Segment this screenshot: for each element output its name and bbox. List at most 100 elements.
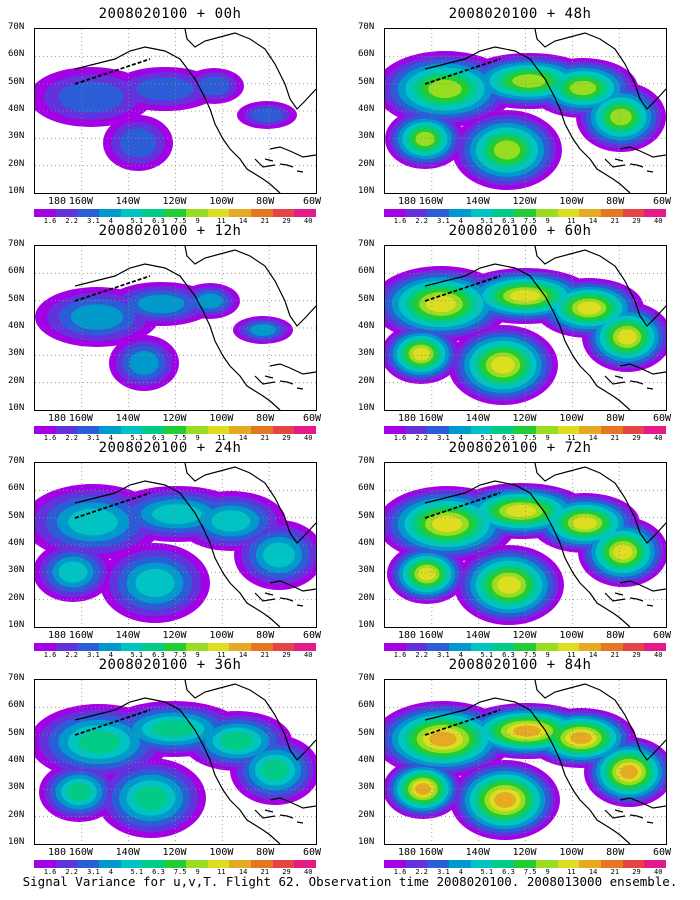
colorbar-label: 7.5 [523, 434, 537, 442]
forecast-panel: 2008020100 + 00h 70N 60N 50N 40N 30N 20N 10N 180… [0, 6, 340, 225]
variance-map [34, 679, 317, 845]
latitude-label: 40N [8, 321, 25, 331]
latitude-label: 60N [358, 483, 375, 494]
colorbar-label: 3.1 [87, 217, 100, 225]
colorbar [384, 860, 666, 868]
longitude-label: 180 [48, 847, 67, 858]
longitude-label: 60W [653, 847, 672, 858]
latitude-label: 10N [358, 403, 375, 413]
latitude-label: 70N [358, 673, 375, 683]
latitude-label: 20N [358, 592, 375, 603]
colorbar-swatch [142, 209, 165, 217]
variance-map [34, 28, 317, 194]
colorbar-label: 14 [588, 434, 598, 442]
colorbar-label: 2.2 [415, 434, 429, 442]
coastline [74, 29, 316, 193]
colorbar-swatch [164, 426, 186, 434]
latitude-label: 30N [8, 348, 25, 359]
colorbar-swatch [470, 426, 493, 434]
colorbar-label: 7.5 [523, 868, 537, 876]
colorbar-swatch [427, 643, 450, 651]
variance-contour [251, 107, 283, 123]
colorbar-label: 7.5 [523, 651, 537, 659]
forecast-panel: 2008020100 + 72h 70N 60N 50N 40N 30N 20N 10N 180… [350, 440, 690, 659]
colorbar-label: 11 [567, 434, 576, 442]
colorbar-swatch [405, 209, 428, 217]
latitude-label: 30N [8, 782, 25, 793]
colorbar-swatch [55, 426, 78, 434]
longitude-label: 80W [256, 847, 275, 858]
longitude-label: 120W [162, 630, 187, 641]
variance-map [384, 679, 667, 845]
longitude-label: 100W [209, 847, 234, 858]
colorbar-swatch [272, 426, 295, 434]
colorbar-swatch [185, 209, 208, 217]
longitude-label: 80W [606, 847, 625, 858]
longitude-label: 60W [303, 847, 322, 858]
colorbar-label: 5.1 [480, 651, 494, 659]
latitude-label: 40N [358, 104, 375, 114]
longitude-label: 140W [465, 847, 490, 858]
colorbar-label: 29 [282, 434, 291, 442]
longitude-label: 180 [398, 847, 417, 858]
longitude-label: 80W [256, 630, 275, 641]
longitude-label: 180 [398, 413, 417, 424]
colorbar-swatch [405, 860, 428, 868]
colorbar-label: 7.5 [173, 434, 187, 442]
panel-title: 2008020100 + 36h [98, 657, 242, 673]
figure-caption: Signal Variance for u,v,T. Flight 62. Ob… [22, 874, 678, 889]
longitude-label: 60W [303, 413, 322, 424]
colorbar-label: 14 [588, 868, 598, 876]
variance-contour [617, 329, 637, 345]
colorbar-swatch [427, 209, 450, 217]
colorbar-swatch [557, 860, 580, 868]
colorbar-swatch [142, 426, 165, 434]
colorbar-swatch [34, 860, 56, 868]
panel-title: 2008020100 + 72h [448, 440, 592, 456]
colorbar-label: 2.2 [415, 651, 429, 659]
variance-contour [70, 304, 124, 330]
colorbar-swatch [55, 860, 78, 868]
colorbar-swatch [557, 209, 580, 217]
colorbar-label: 14 [238, 651, 248, 659]
colorbar-label: 11 [217, 868, 226, 876]
colorbar-swatch [250, 643, 273, 651]
colorbar-label: 9 [195, 217, 200, 225]
colorbar-swatch [384, 209, 406, 217]
colorbar-swatch [99, 209, 121, 217]
colorbar-swatch [600, 860, 623, 868]
colorbar-swatch [77, 643, 100, 651]
colorbar-swatch [557, 643, 580, 651]
caribbean-islands [264, 809, 304, 824]
variance-contour [497, 576, 521, 594]
colorbar-label: 5.1 [480, 217, 494, 225]
latitude-label: 50N [8, 727, 25, 738]
variance-contour [431, 515, 463, 533]
colorbar-swatch [470, 209, 493, 217]
variance-contour [491, 356, 515, 374]
latitude-label: 10N [8, 186, 25, 196]
colorbar-label: 3.1 [437, 651, 450, 659]
colorbar-label: 4 [458, 651, 463, 659]
colorbar-swatch [294, 860, 316, 868]
variance-contour [135, 568, 175, 598]
variance-contour [577, 301, 601, 315]
colorbar-swatch [250, 209, 273, 217]
colorbar-swatch [579, 860, 601, 868]
longitude-label: 80W [606, 413, 625, 424]
colorbar-swatch [600, 643, 623, 651]
variance-contour [119, 128, 157, 158]
colorbar-label: 14 [588, 217, 598, 225]
panel-title: 2008020100 + 00h [98, 6, 242, 22]
latitude-label: 50N [358, 727, 375, 738]
colorbar-swatch [622, 209, 645, 217]
colorbar-label: 1.6 [393, 217, 407, 225]
longitude-label: 140W [465, 196, 490, 207]
latitude-label: 70N [8, 239, 25, 249]
colorbar-swatch [405, 643, 428, 651]
colorbar-label: 9 [545, 217, 550, 225]
colorbar [384, 643, 666, 651]
colorbar-swatch [514, 209, 536, 217]
latitude-label: 70N [8, 673, 25, 683]
